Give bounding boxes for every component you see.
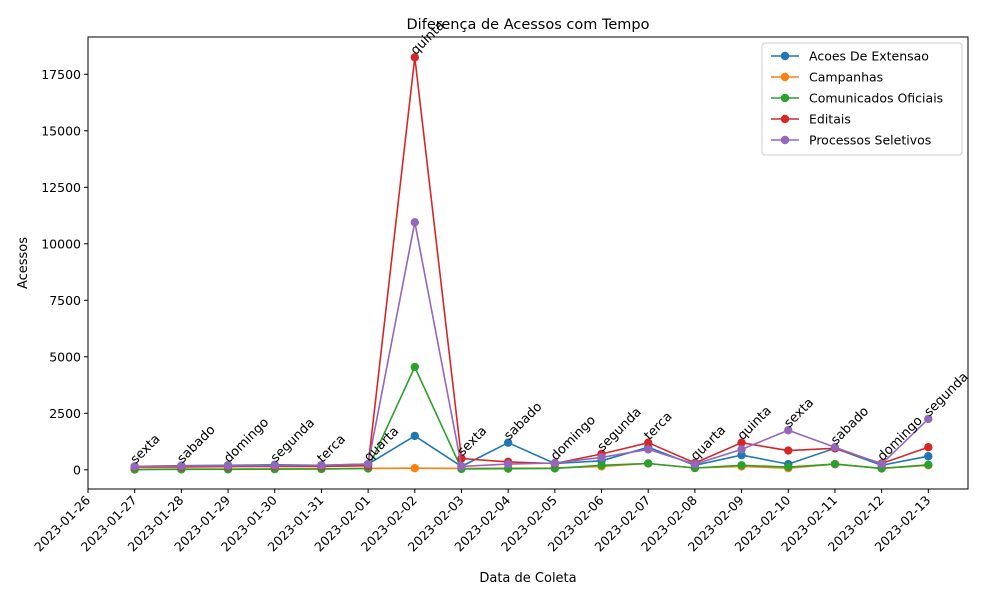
legend-marker: [780, 51, 790, 61]
legend-label: Acoes De Extensao: [809, 49, 929, 64]
y-tick-label: 2500: [49, 406, 81, 421]
x-axis-label: Data de Coleta: [479, 571, 576, 586]
data-point: [830, 459, 840, 469]
data-point: [924, 452, 933, 461]
legend-label: Campanhas: [809, 70, 883, 85]
legend-label: Editais: [809, 112, 851, 127]
data-point: [177, 461, 186, 471]
data-point: [737, 438, 746, 447]
data-point: [784, 446, 793, 455]
data-point: [830, 442, 840, 452]
y-axis-label: Acessos: [16, 237, 31, 289]
data-point: [457, 462, 466, 471]
series-group: [130, 53, 933, 474]
data-point: [410, 464, 419, 473]
data-point: [784, 426, 793, 435]
data-point: [644, 445, 653, 454]
data-point: [644, 438, 653, 447]
day-label: domingo: [221, 415, 272, 466]
data-point: [644, 459, 653, 468]
y-tick-label: 7500: [49, 293, 81, 308]
chart-title: Diferença de Acessos com Tempo: [407, 17, 650, 33]
y-axis-ticks: 0 2500 5000 7500 10000 12500 15000 17500: [41, 67, 88, 477]
data-point: [410, 431, 419, 441]
axes-frame: [87, 36, 969, 490]
day-label: terca: [315, 432, 349, 466]
data-point: [597, 461, 606, 470]
legend-marker: [780, 72, 790, 82]
legend-label: Comunicados Oficiais: [809, 91, 943, 106]
data-point: [410, 362, 419, 372]
data-point: [924, 414, 933, 424]
y-tick-label: 10000: [41, 236, 81, 251]
data-point: [410, 218, 419, 227]
data-point: [363, 459, 373, 469]
data-point: [503, 438, 513, 447]
data-point: [784, 462, 793, 472]
day-label: quarta: [361, 424, 402, 465]
data-point: [737, 445, 746, 454]
data-point: [410, 53, 419, 62]
data-point: [130, 462, 139, 471]
series-line: [134, 57, 929, 468]
data-point: [270, 461, 279, 470]
day-label: sexta: [128, 432, 164, 468]
data-point: [550, 458, 560, 468]
day-label: segunda: [922, 370, 972, 420]
y-tick-label: 5000: [49, 349, 81, 364]
day-label: sabado: [175, 423, 219, 467]
data-point: [690, 459, 700, 469]
legend-marker: [780, 114, 790, 124]
y-tick-label: 0: [73, 462, 81, 477]
x-axis-ticks: 2023-01-262023-01-272023-01-282023-01-29…: [31, 489, 933, 554]
data-point: [877, 459, 886, 469]
data-point: [737, 461, 746, 470]
series-processos-seletivos: [130, 218, 933, 471]
legend: Acoes De Extensao Campanhas Comunicados Of…: [761, 42, 963, 156]
data-point: [503, 459, 513, 469]
day-label: segunda: [595, 405, 645, 455]
day-label: sabado: [501, 400, 545, 444]
legend-marker: [780, 93, 790, 103]
data-point: [924, 460, 933, 470]
legend-label: Processos Seletivos: [809, 133, 931, 148]
day-label: sabado: [828, 404, 872, 448]
day-label: sexta: [781, 395, 817, 431]
data-point: [924, 442, 933, 452]
data-point: [317, 461, 326, 470]
y-tick-label: 17500: [41, 67, 81, 82]
series-line: [134, 222, 929, 468]
y-tick-label: 12500: [41, 180, 81, 195]
y-tick-label: 15000: [41, 123, 81, 138]
legend-marker: [780, 135, 790, 145]
day-label: segunda: [268, 416, 318, 466]
data-point: [223, 461, 233, 470]
day-label: terca: [641, 409, 675, 443]
legend-box: [761, 42, 963, 156]
series-line: [134, 365, 929, 471]
data-point: [597, 453, 606, 462]
